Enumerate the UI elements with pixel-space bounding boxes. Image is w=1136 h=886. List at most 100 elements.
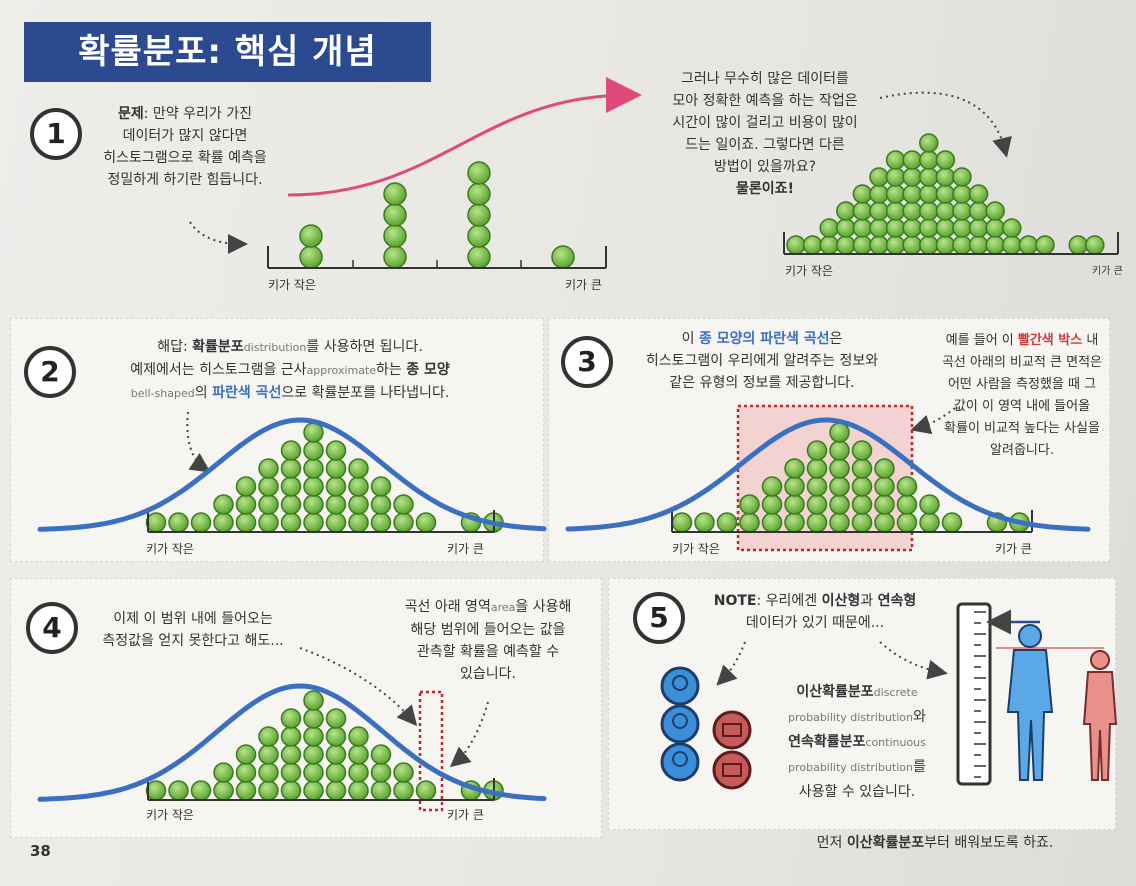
s1-big-ball [836, 201, 856, 221]
footer-text: 먼저 이산확률분포부터 배워보도록 하죠. [780, 832, 1090, 854]
s1-big-ball [885, 201, 906, 221]
s4-ball [280, 762, 302, 783]
s2-ball [393, 494, 414, 515]
s4-ball [235, 780, 257, 801]
s1-dotted-arrow-left [189, 221, 248, 254]
s3-ball [716, 512, 738, 533]
s3-ball [761, 512, 783, 533]
s3-text: 이 종 모양의 파란색 곡선은 히스토그램이 우리에게 알려주는 정보와 같은 … [612, 328, 912, 394]
s5-note-text: NOTE: 우리에겐 이산형과 연속형 데이터가 있기 때문에... [690, 590, 940, 634]
histogram-axes [147, 232, 1119, 801]
s1-big-ball [869, 235, 889, 255]
s3-ball [874, 458, 895, 479]
s5-dist-text: 이산확률분포discrete probability distribution와… [762, 680, 952, 804]
s1-big-ball [1002, 218, 1022, 238]
s3-s1b: 빨간색 박스 [1017, 333, 1083, 348]
s1-big-ball [1002, 235, 1022, 255]
s3-ball [896, 494, 918, 515]
s1-ball [383, 245, 407, 269]
s1-ball [383, 182, 407, 206]
s2-ball [258, 458, 279, 479]
s2-l3d: 으로 확률분포를 나타냅니다. [281, 385, 450, 401]
s2-dotted-arrow [186, 411, 211, 473]
step-number-1: 1 [30, 108, 82, 160]
step-number-3: 3 [561, 336, 613, 388]
s4-left-1: 이제 이 범위 내에 들어오는 [113, 611, 273, 627]
s2-ball [325, 476, 347, 497]
s1-ball [467, 161, 491, 185]
s2-ball [303, 494, 324, 515]
s2-l3b: 의 [194, 385, 213, 401]
s4-ball [370, 744, 392, 765]
s1-big-ball [919, 167, 939, 187]
s3-ball [896, 476, 918, 497]
s5-d1: 이산확률분포 [796, 684, 874, 700]
s2-ball [258, 494, 279, 515]
s4-ball [325, 780, 347, 801]
s2-ball [190, 512, 212, 533]
s3-ball [874, 512, 895, 533]
s3-ball [851, 440, 873, 461]
s1-big-ball [968, 184, 989, 204]
s4-ball [325, 708, 347, 729]
s2-ball [303, 458, 324, 479]
s3-side-1: 곡선 아래의 비교적 큰 면적은 [941, 355, 1103, 370]
s2-tall-label: 키가 큰 [447, 542, 484, 556]
s4-ball [325, 744, 347, 765]
s3-l1b: 종 모양의 파란색 곡선 [698, 331, 830, 347]
s2-l3a: bell-shaped [130, 387, 195, 400]
s2-ball [303, 440, 324, 461]
s1-big-ball [1018, 235, 1039, 255]
s1-big-ball [935, 201, 956, 221]
s4-ball [303, 690, 324, 711]
blue-coin-3 [660, 742, 700, 782]
s1-big-ball [902, 150, 922, 170]
s1-big-ball [852, 184, 873, 204]
s3-ball [829, 512, 850, 533]
s2-ball [370, 476, 392, 497]
s4-ball [190, 780, 212, 801]
s2-ball [145, 512, 167, 533]
s2-ball [235, 476, 257, 497]
s3-ball [941, 512, 963, 533]
step-number-4: 4 [26, 602, 78, 654]
s3-ball [784, 458, 805, 479]
s1-big-ball [1035, 235, 1055, 255]
s3-side-4: 확률이 비교적 높다는 사실을 [944, 421, 1100, 436]
red-coin-2 [712, 750, 752, 790]
s1-right-answer: 물론이죠! [736, 181, 794, 197]
s1-big-ball [819, 235, 839, 255]
page-title: 확률분포: 핵심 개념 [24, 22, 431, 82]
pink-transition-arrow [287, 77, 642, 197]
s4-left-2: 측정값을 얻지 못한다고 해도... [102, 633, 284, 649]
s4-ball [258, 762, 279, 783]
s3-ball [851, 476, 873, 497]
s4-dotted-arrow-right [449, 701, 489, 768]
s4-right-3: 있습니다. [460, 666, 516, 682]
s2-l1b: 확률분포 [192, 339, 244, 355]
s1-big-ball [786, 235, 806, 255]
s3-ball [806, 494, 828, 515]
s2-l3c: 파란색 곡선 [212, 385, 282, 401]
s1-ball [383, 224, 407, 248]
s1-big-ball [836, 235, 856, 255]
s3-ball [874, 476, 895, 497]
s4-ball [325, 762, 347, 783]
s1-big-ball [885, 150, 906, 170]
s1-big-ball [919, 235, 939, 255]
s4-ball [348, 762, 369, 783]
step-number-2: 2 [24, 346, 76, 398]
s3-bell-curve [565, 417, 1091, 532]
s5-c1-en: continuous [865, 736, 926, 749]
s3-ball [829, 476, 850, 497]
discrete-coins [660, 666, 752, 790]
s1-big-ball [919, 184, 939, 204]
s4-ball [235, 744, 257, 765]
s4-ball [348, 726, 369, 747]
s2-ball [348, 458, 369, 479]
s3-short-label: 키가 작은 [672, 542, 720, 556]
s2-ball [213, 512, 234, 533]
s2-ball [258, 512, 279, 533]
s1-right-line-1: 그러나 무수히 많은 데이터를 [681, 71, 849, 87]
